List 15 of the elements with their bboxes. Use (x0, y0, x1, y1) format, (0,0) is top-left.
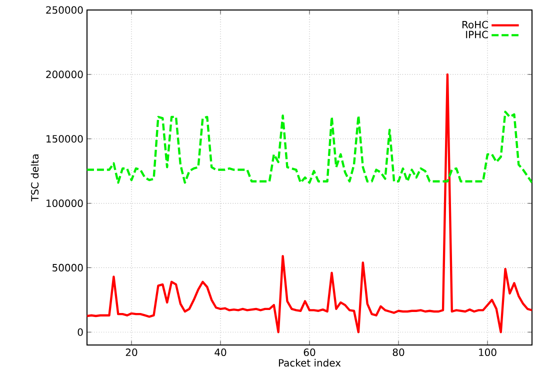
legend-label: IPHC (466, 30, 488, 38)
y-tick-label: 50000 (52, 264, 83, 272)
x-tick-label: 20 (126, 348, 138, 356)
x-tick-label: 80 (392, 348, 404, 356)
x-tick-label: 40 (214, 348, 226, 356)
legend-label: RoHC (462, 20, 488, 28)
y-tick-label: 150000 (46, 135, 83, 143)
x-tick-label: 60 (304, 348, 316, 356)
y-tick-label: 250000 (46, 6, 83, 14)
y-tick-label: 100000 (46, 199, 83, 208)
y-tick-label: 0 (78, 328, 83, 336)
y-tick-label: 200000 (46, 70, 83, 78)
x-axis-title: Packet index (278, 358, 341, 367)
y-axis-title: TSC delta (30, 154, 39, 202)
x-tick-label: 100 (479, 348, 496, 356)
